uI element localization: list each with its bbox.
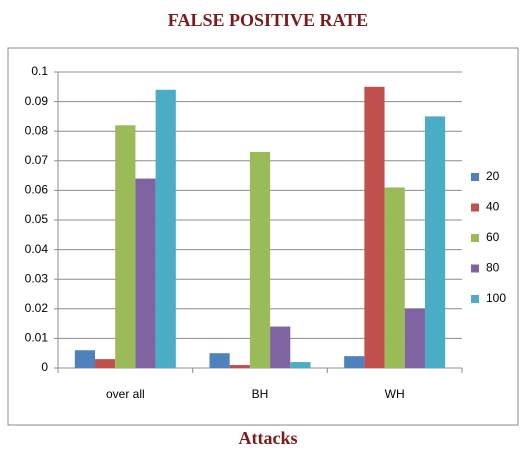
bar [115, 125, 136, 368]
legend-swatch [471, 203, 479, 212]
x-tick-label: over all [106, 387, 145, 401]
chart-frame [7, 47, 519, 426]
legend-swatch [471, 173, 479, 181]
y-tick-label: 0.1 [31, 64, 48, 78]
bar [74, 350, 96, 368]
bar [95, 359, 116, 368]
y-tick-label: 0.03 [25, 271, 49, 285]
bar [404, 308, 425, 368]
bar [249, 151, 271, 368]
bar [135, 178, 156, 368]
y-tick-label: 0.06 [25, 183, 49, 197]
y-tick-label: 0.02 [25, 301, 49, 315]
x-tick-label: WH [385, 387, 405, 401]
y-tick-label: 0.08 [25, 123, 49, 137]
legend-label: 60 [486, 230, 500, 244]
y-tick-label: 0.09 [25, 94, 49, 108]
bar [155, 89, 176, 368]
legend-label: 40 [486, 200, 500, 214]
x-axis-label: Attacks [239, 428, 298, 448]
legend-swatch [471, 234, 479, 242]
legend-swatch [471, 295, 479, 303]
y-tick-label: 0.01 [25, 331, 49, 345]
bar [364, 86, 385, 369]
bar [290, 362, 311, 368]
bar [344, 356, 365, 368]
bar [270, 326, 291, 368]
legend-swatch [471, 264, 479, 273]
bar [229, 365, 250, 368]
y-tick-label: 0 [41, 360, 48, 374]
legend-label: 100 [486, 291, 506, 305]
bar [424, 116, 446, 369]
y-tick-label: 0.07 [25, 153, 49, 167]
chart-title: FALSE POSITIVE RATE [168, 10, 368, 30]
bar [384, 187, 405, 368]
y-tick-label: 0.04 [25, 242, 49, 256]
x-tick-label: BH [252, 387, 269, 401]
legend-label: 80 [486, 261, 500, 275]
legend-label: 20 [486, 169, 500, 183]
bar [209, 353, 230, 368]
y-tick-label: 0.05 [25, 212, 49, 226]
